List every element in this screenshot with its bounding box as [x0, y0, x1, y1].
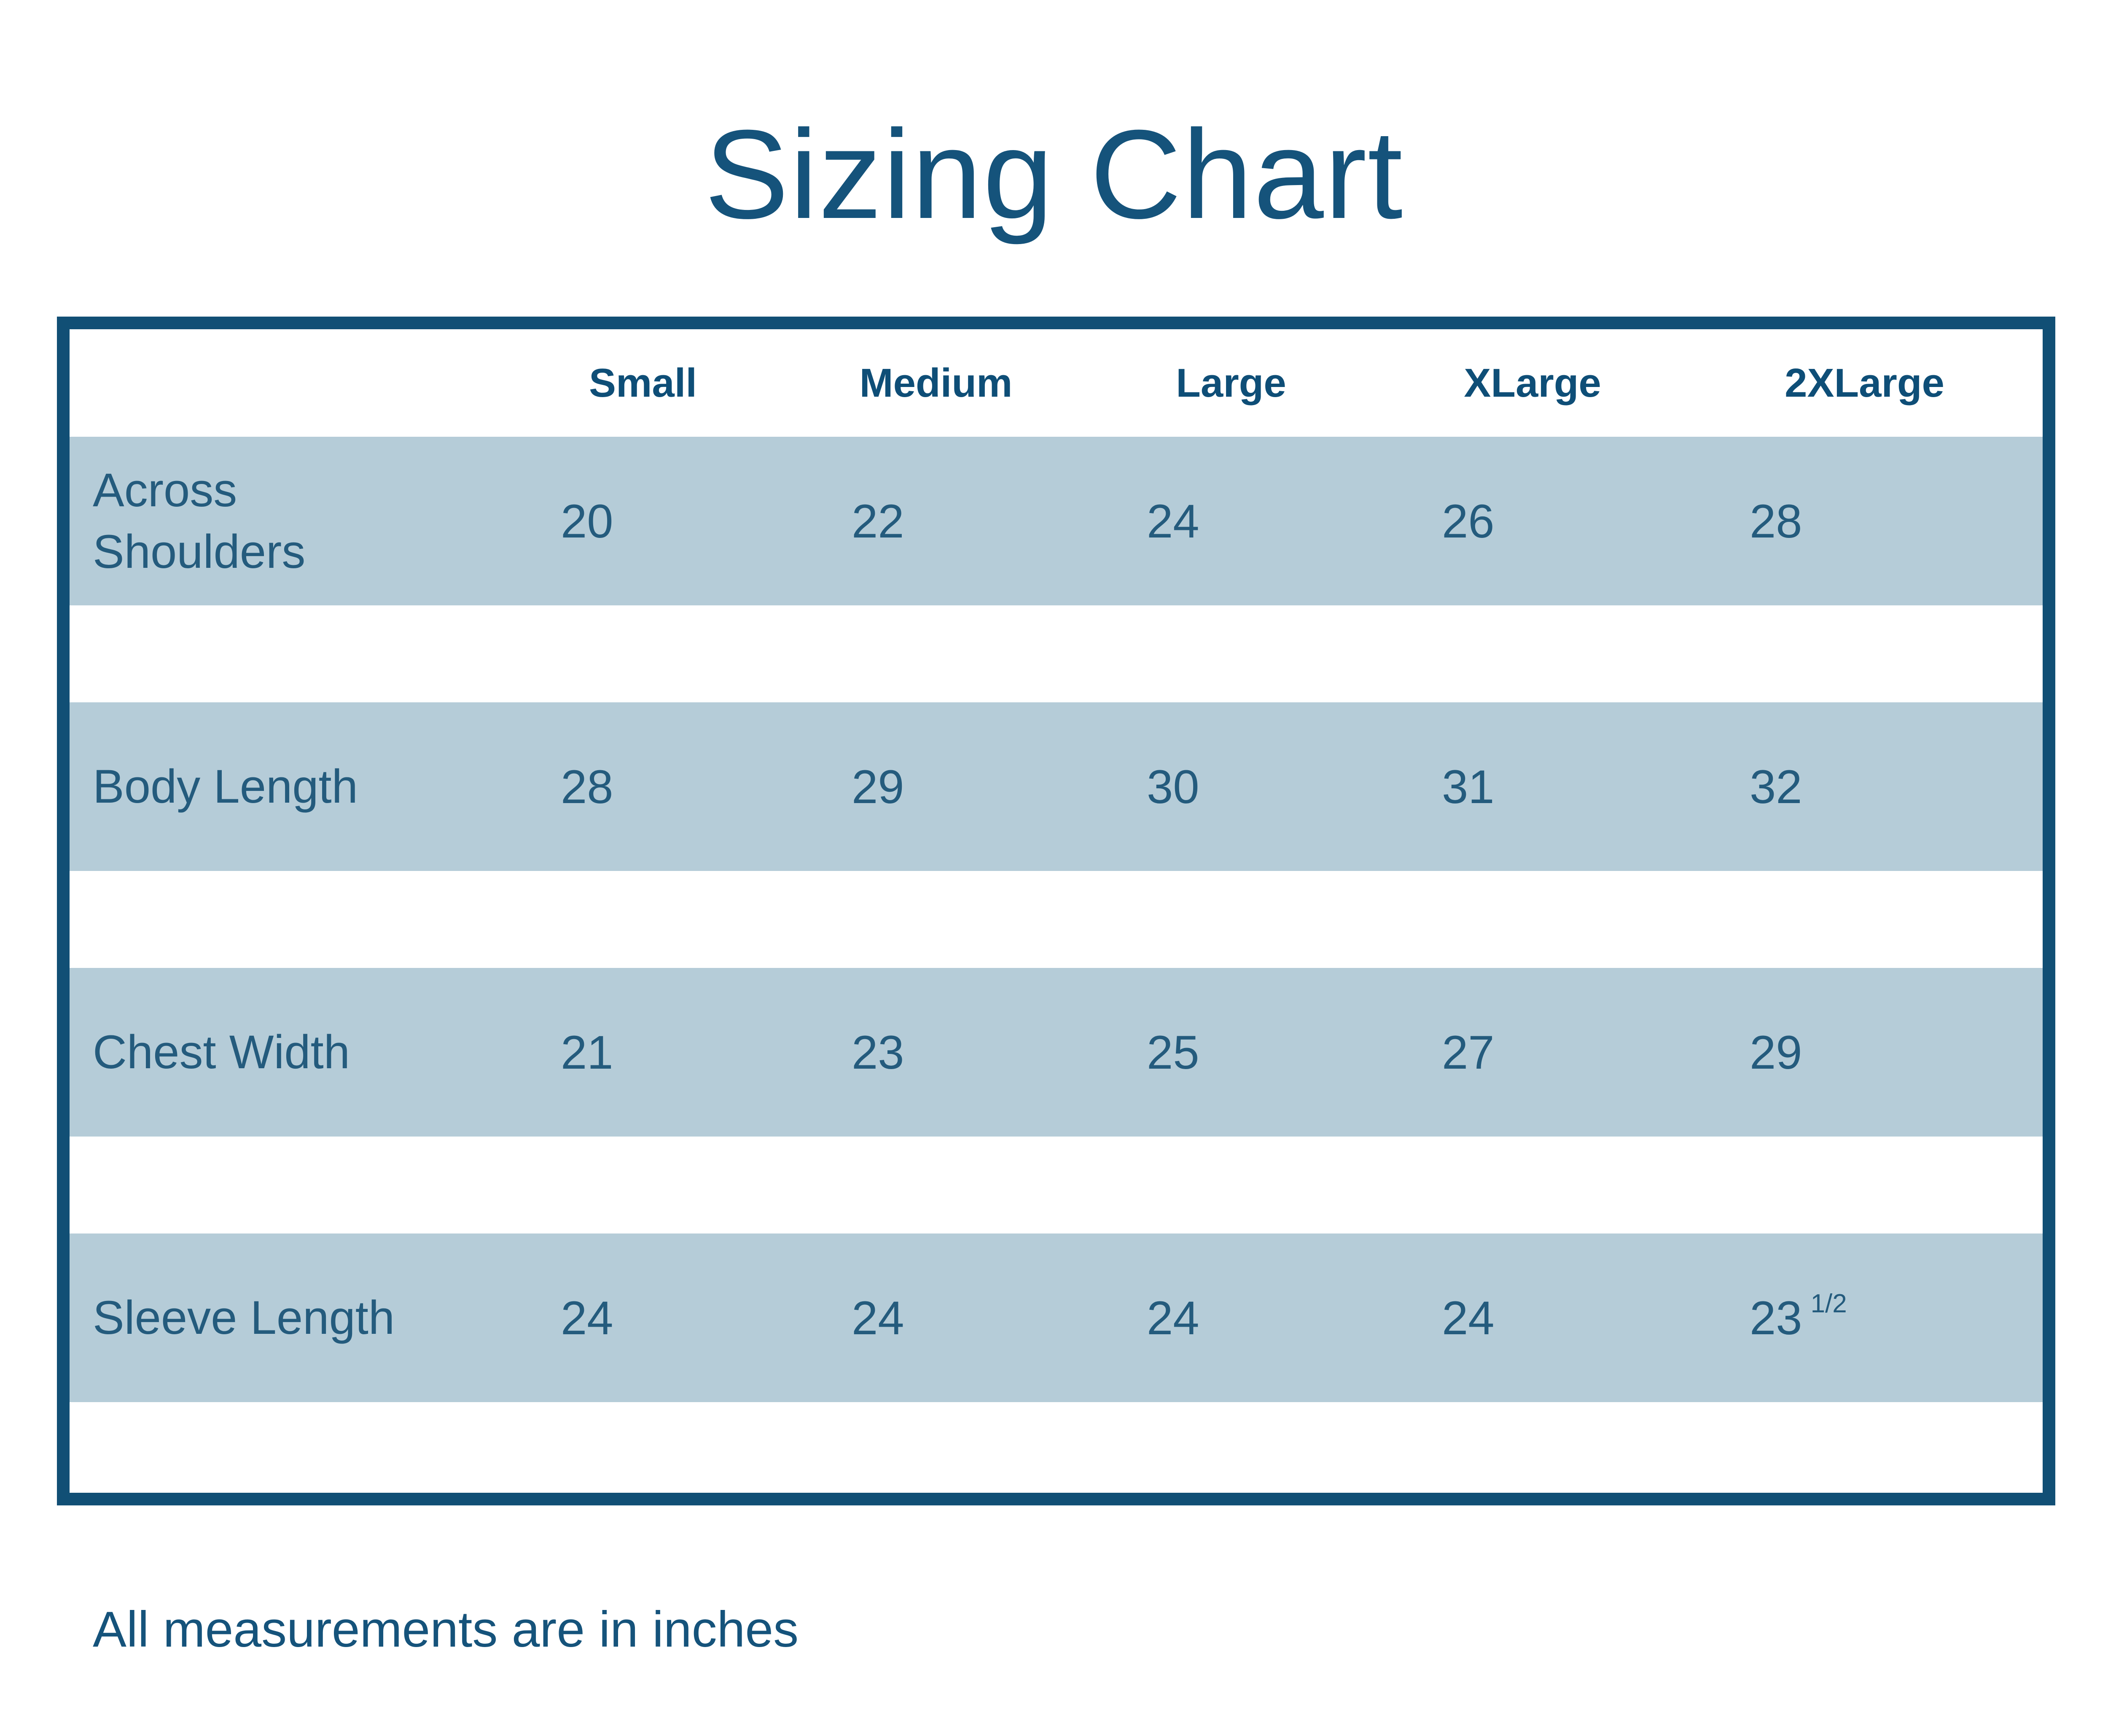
- size-value-cell: 29: [852, 760, 904, 813]
- size-value-cell: 23: [852, 1026, 904, 1079]
- size-value-cell: 24: [1442, 1291, 1495, 1344]
- page-title: Sizing Chart: [704, 103, 1404, 245]
- size-value-cell: 29: [1750, 1026, 1802, 1079]
- units-footnote: All measurements are in inches: [93, 1601, 799, 1658]
- row-spacer: [70, 871, 2043, 968]
- size-value-cell: 21: [561, 1026, 613, 1079]
- row-label: Across Shoulders: [93, 464, 306, 578]
- table-header-row: Small Medium Large XLarge 2XLarge: [70, 329, 2043, 437]
- size-value-cell: 28: [561, 760, 613, 813]
- column-header-xlarge: XLarge: [1464, 360, 1601, 406]
- fraction-superscript: 1/2: [1810, 1289, 1847, 1318]
- column-header-2xlarge: 2XLarge: [1785, 360, 1944, 406]
- row-spacer: [70, 605, 2043, 702]
- size-value-cell: 24: [1147, 1291, 1199, 1344]
- size-value-cell: 22: [852, 494, 904, 548]
- table-row-across-shoulders: Across Shoulders 20 22 24 26 28: [70, 437, 2043, 605]
- size-value-cell: 24: [1147, 494, 1199, 548]
- row-spacer: [70, 1402, 2043, 1493]
- size-value-cell: 26: [1442, 494, 1495, 548]
- size-value-cell: 25: [1147, 1026, 1199, 1079]
- column-header-large: Large: [1176, 360, 1286, 406]
- size-value-cell: 31: [1442, 760, 1495, 813]
- row-label: Body Length: [93, 760, 358, 813]
- row-label: Sleeve Length: [93, 1291, 395, 1344]
- row-label: Chest Width: [93, 1026, 350, 1079]
- table-row-chest-width: Chest Width 21 23 25 27 29: [70, 968, 2043, 1137]
- size-value-cell: 27: [1442, 1026, 1495, 1079]
- size-value-cell: 24: [852, 1291, 904, 1344]
- column-header-medium: Medium: [859, 360, 1013, 406]
- size-value-cell: 20: [561, 494, 613, 548]
- size-value-cell: 30: [1147, 760, 1199, 813]
- size-value-cell: 24: [561, 1291, 613, 1344]
- size-value-cell: 32: [1750, 760, 1802, 813]
- column-header-small: Small: [589, 360, 697, 406]
- size-value-cell: 28: [1750, 494, 1802, 548]
- table-row-sleeve-length: Sleeve Length 24 24 24 24 23 1/2: [70, 1233, 2043, 1402]
- row-spacer: [70, 1137, 2043, 1233]
- size-value-cell: 23 1/2: [1750, 1289, 1847, 1344]
- table-row-body-length: Body Length 28 29 30 31 32: [70, 702, 2043, 871]
- sizing-table: Small Medium Large XLarge 2XLarge Across Shou…: [57, 317, 2055, 1505]
- table-body: Across Shoulders 20 22 24 26 28 Body Length 28 29…: [70, 437, 2043, 1493]
